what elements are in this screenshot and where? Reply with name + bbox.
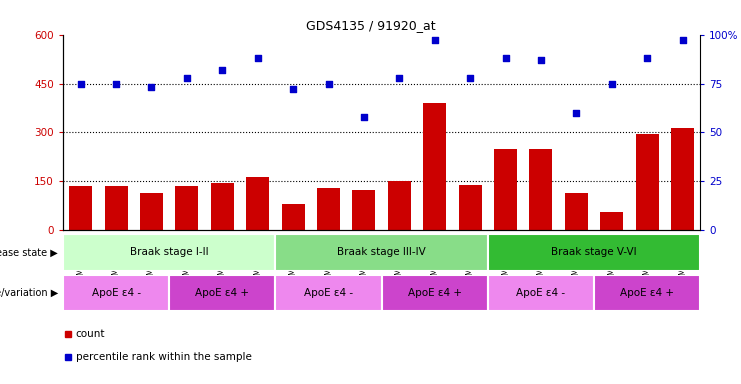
Bar — [353, 190, 376, 230]
Point — [677, 37, 688, 43]
Bar — [63, 234, 276, 271]
Bar — [382, 275, 488, 311]
Point — [606, 81, 618, 87]
Point — [252, 55, 264, 61]
Bar — [565, 193, 588, 230]
Bar — [671, 127, 694, 230]
Text: ApoE ε4 +: ApoE ε4 + — [620, 288, 674, 298]
Point — [145, 84, 157, 91]
Point — [216, 67, 228, 73]
Text: ApoE ε4 -: ApoE ε4 - — [304, 288, 353, 298]
Text: percentile rank within the sample: percentile rank within the sample — [76, 352, 252, 362]
Text: ApoE ε4 +: ApoE ε4 + — [196, 288, 249, 298]
Bar — [210, 183, 234, 230]
Point — [288, 86, 299, 93]
Bar — [423, 103, 446, 230]
Text: GDS4135 / 91920_at: GDS4135 / 91920_at — [306, 19, 435, 32]
Point — [535, 57, 547, 63]
Bar — [494, 149, 517, 230]
Text: disease state ▶: disease state ▶ — [0, 247, 58, 258]
Bar — [488, 234, 700, 271]
Text: count: count — [76, 329, 105, 339]
Text: ApoE ε4 -: ApoE ε4 - — [92, 288, 141, 298]
Text: Braak stage V-VI: Braak stage V-VI — [551, 247, 637, 258]
Point — [110, 81, 122, 87]
Point — [571, 110, 582, 116]
Text: Braak stage III-IV: Braak stage III-IV — [337, 247, 426, 258]
Point — [429, 37, 441, 43]
Bar — [176, 186, 199, 230]
Bar — [63, 275, 169, 311]
Point — [641, 55, 653, 61]
Bar — [317, 188, 340, 230]
Bar — [276, 234, 488, 271]
Bar — [69, 186, 92, 230]
Bar — [140, 193, 163, 230]
Point — [393, 74, 405, 81]
Point — [499, 55, 511, 61]
Bar — [488, 275, 594, 311]
Text: genotype/variation ▶: genotype/variation ▶ — [0, 288, 58, 298]
Bar — [276, 275, 382, 311]
Point — [75, 81, 87, 87]
Text: ApoE ε4 +: ApoE ε4 + — [408, 288, 462, 298]
Bar — [388, 182, 411, 230]
Point — [464, 74, 476, 81]
Bar — [104, 186, 127, 230]
Bar — [169, 275, 276, 311]
Bar — [529, 149, 553, 230]
Bar — [600, 212, 623, 230]
Point — [322, 81, 334, 87]
Point — [358, 114, 370, 120]
Bar — [282, 204, 305, 230]
Text: ApoE ε4 -: ApoE ε4 - — [516, 288, 565, 298]
Text: Braak stage I-II: Braak stage I-II — [130, 247, 208, 258]
Bar — [594, 275, 700, 311]
Bar — [636, 134, 659, 230]
Bar — [246, 177, 269, 230]
Point — [181, 74, 193, 81]
Bar — [459, 185, 482, 230]
